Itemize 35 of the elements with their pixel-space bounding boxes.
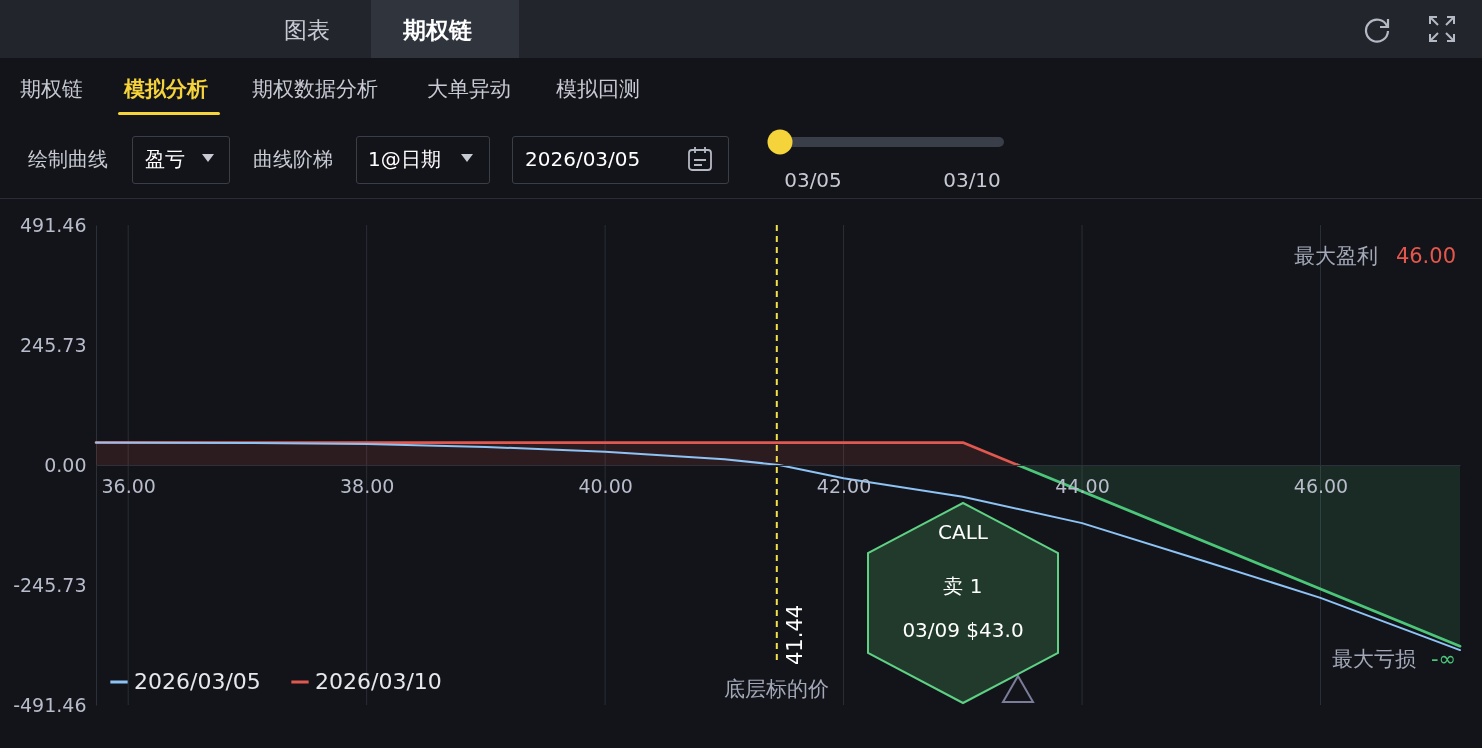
text: 模拟分析	[124, 76, 208, 103]
text: 模拟回测	[556, 76, 640, 103]
annotation: CALL	[938, 520, 989, 544]
text: 03/10	[943, 168, 1001, 192]
text: 期权数据分析	[252, 76, 378, 103]
annotation: 卖 1	[943, 574, 983, 598]
x-tick-label: 36.00	[101, 474, 156, 497]
text: 2026/03/05	[525, 147, 641, 171]
y-tick-label: -491.46	[13, 693, 87, 716]
ref-line-label: 41.44	[782, 604, 807, 665]
text: 曲线阶梯	[253, 145, 333, 173]
text: 期权链	[403, 15, 472, 45]
x-tick-label: 46.00	[1293, 474, 1349, 497]
y-tick-label: 491.46	[20, 213, 87, 236]
annotation: 03/09 $43.0	[902, 618, 1024, 642]
x-tick-label: 40.00	[578, 474, 633, 497]
annotation: 底层标的价	[723, 677, 829, 701]
y-tick-label: 245.73	[20, 333, 87, 356]
text: 大单异动	[427, 76, 511, 103]
x-tick-label: 38.00	[339, 474, 395, 497]
y-tick-label: 0.00	[44, 453, 87, 476]
text: 期权链	[20, 76, 83, 103]
text: 图表	[284, 15, 330, 45]
annotation: 最大盈利	[1294, 244, 1378, 268]
x-tick-label: 42.00	[816, 474, 872, 497]
legend-label: 2026/03/10	[315, 669, 442, 694]
y-tick-label: -245.73	[13, 573, 87, 596]
text: 绘制曲线	[28, 145, 108, 173]
annotation: 46.00	[1395, 244, 1456, 268]
text: 03/05	[784, 168, 842, 192]
annotation: 最大亏损	[1332, 647, 1416, 671]
text: 1@日期	[368, 145, 441, 173]
annotation: -∞	[1430, 647, 1456, 671]
text: 盈亏	[145, 145, 185, 173]
legend-label: 2026/03/05	[134, 669, 261, 694]
